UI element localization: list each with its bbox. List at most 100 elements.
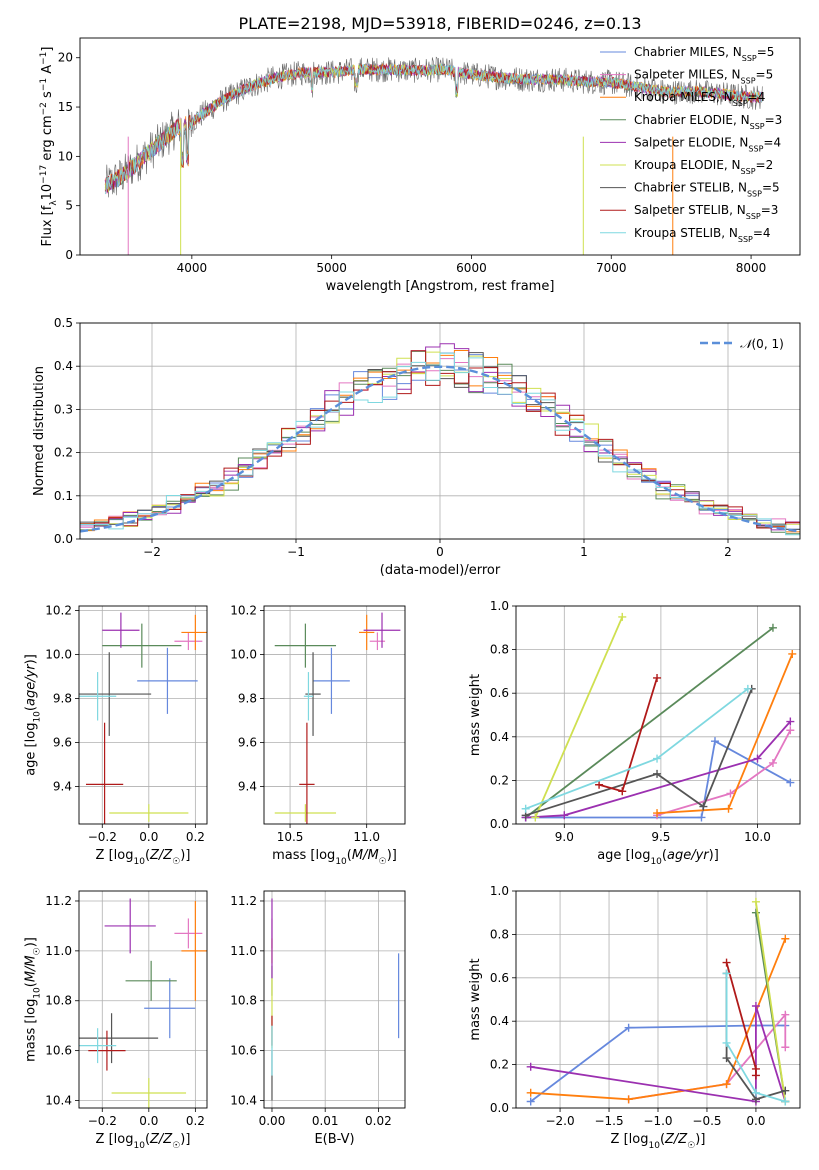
x-tick-label: −1.5	[594, 1114, 623, 1128]
x-tick-label: 6000	[456, 261, 487, 275]
x-axis-label-part: ☉	[687, 1141, 695, 1151]
legend-entry-sub: SSP	[748, 144, 763, 153]
x-tick-label: 1	[580, 545, 588, 559]
legend-entry-name: Salpeter STELIB, N	[634, 203, 746, 217]
y-tick-label: 10.0	[45, 647, 72, 661]
weight-marker	[560, 811, 569, 820]
errorbar-salpeter-stelib	[88, 1030, 126, 1071]
errorbar-salpeter-miles	[174, 918, 203, 949]
residuals-histogram-panel: −2 −1 0 1 2 0.0 0.1 0.2 0.3 0.4 0.5 (data-model)/er…	[32, 316, 801, 578]
legend-entry-sub: SSP	[747, 189, 762, 198]
weight-line-kroupa-elodie	[755, 901, 787, 1102]
y-tick-label: 15	[58, 100, 73, 114]
y-axis-label-part: Normed distribution	[32, 366, 47, 496]
y-tick-label: 10.6	[45, 1044, 72, 1058]
y-tick-label: 10.2	[45, 603, 72, 617]
weight-marker	[786, 726, 795, 735]
spectrum-line-salpeter-elodie	[104, 64, 763, 193]
errorbar-kroupa-miles	[359, 614, 375, 651]
x-axis-label-part: 10	[133, 1141, 145, 1151]
errorbar-chabrier-elodie	[125, 960, 177, 1001]
y-tick-label: 0.2	[54, 446, 73, 460]
y-tick-label: 0.8	[490, 927, 509, 941]
mass-vs-ebv-panel: 0.00 0.01 0.02 10.4 10.6 10.8 11.0 11.2 E(B-V)	[230, 890, 406, 1147]
errorbar-kroupa-elodie	[111, 1078, 187, 1108]
legend-entry: Kroupa STELIB, NSSP=4	[634, 226, 771, 244]
x-tick-label: 10.5	[277, 830, 304, 844]
axes-frame	[78, 605, 208, 825]
weight-marker	[526, 1097, 535, 1106]
weight-marker	[653, 809, 662, 818]
y-axis-label-part: (	[24, 706, 39, 711]
y-tick-label: 0.0	[54, 532, 73, 546]
x-axis-label-part: age [log	[597, 848, 650, 863]
weight-line-chabrier-stelib	[525, 688, 753, 817]
y-tick-label: 0.0	[490, 1101, 509, 1115]
errorbar-kroupa-stelib	[79, 672, 117, 721]
axes-frame	[515, 890, 801, 1109]
errorbar-salpeter-miles	[369, 632, 386, 651]
y-tick-label: 11.0	[230, 944, 257, 958]
weight-marker	[753, 754, 762, 763]
weight-marker	[699, 802, 708, 811]
y-tick-label: 0.0	[490, 817, 509, 831]
weight-marker	[653, 769, 662, 778]
weight-marker	[653, 673, 662, 682]
spectrum-line-kroupa-stelib	[104, 63, 763, 195]
legend-entry-count: =4	[748, 90, 766, 104]
legend-entry-name: Kroupa ELODIE, N	[634, 158, 741, 172]
weight-marker	[788, 649, 797, 658]
x-tick-label: 10.0	[744, 830, 771, 844]
y-axis-label-part: )]	[24, 654, 39, 664]
legend-entry-count: =4	[753, 226, 771, 240]
legend-entry-name: Salpeter MILES, N	[634, 68, 741, 82]
x-axis-label-part: (	[347, 848, 352, 863]
weight-marker	[768, 758, 777, 767]
plot-area	[79, 612, 207, 824]
figure-title: PLATE=2198, MJD=53918, FIBERID=0246, z=0…	[238, 14, 641, 33]
legend-entry-n: 𝒩	[740, 337, 755, 351]
age-vs-metallicity-panel: −0.2 0.0 0.29.49.69.810.010.2Z [log10(Z/Z☉…	[24, 603, 208, 867]
x-tick-label: −1	[287, 545, 305, 559]
x-tick-label: −2	[143, 545, 161, 559]
errorbar-kroupa-stelib	[303, 672, 314, 721]
x-tick-label: 0.00	[259, 1114, 286, 1128]
spectrum-line-salpeter-miles	[104, 63, 763, 194]
x-tick-label: 0.02	[365, 1114, 392, 1128]
axes-frame	[263, 605, 406, 825]
y-axis-label: mass [log10(M/M☉)]	[24, 937, 43, 1062]
x-tick-label: 4000	[177, 261, 208, 275]
grid-lines	[264, 606, 405, 824]
legend-entry: Kroupa ELODIE, NSSP=2	[634, 158, 773, 176]
x-tick-label: 0.0	[139, 1114, 158, 1128]
legend-entry-name: Kroupa MILES, N	[634, 90, 733, 104]
y-tick-label: 9.4	[53, 780, 72, 794]
y-tick-label: 0.6	[490, 971, 509, 985]
errorbar-salpeter-stelib	[299, 722, 315, 824]
weight-marker	[722, 1080, 731, 1089]
y-tick-label: 0.8	[490, 643, 509, 657]
y-axis-label-part: s	[40, 91, 55, 102]
errorbar-kroupa-miles	[181, 614, 207, 651]
weight-marker	[781, 1097, 790, 1106]
weight-marker	[724, 804, 733, 813]
weight-marker	[526, 1062, 535, 1071]
x-axis-label-part: (	[145, 1132, 150, 1147]
x-tick-label: 0.0	[139, 830, 158, 844]
x-axis-label-part: )]	[695, 1132, 705, 1147]
plot-area	[274, 612, 401, 824]
y-tick-label: 10.4	[45, 1094, 72, 1108]
y-tick-label: 9.8	[238, 691, 257, 705]
weight-line-kroupa-elodie	[534, 616, 624, 818]
weight-marker	[521, 804, 530, 813]
x-axis-label-part: (data-model)/error	[380, 563, 501, 578]
weight-marker	[726, 789, 735, 798]
x-tick-label: 0.2	[186, 830, 205, 844]
errorbar-chabrier-stelib	[79, 652, 152, 736]
x-axis-label-part: ☉	[379, 857, 387, 867]
y-tick-label: 10.0	[230, 647, 257, 661]
weight-line-chabrier-miles	[525, 739, 791, 819]
y-tick-label: 0.1	[54, 489, 73, 503]
legend-entry-count: =5	[762, 181, 780, 195]
y-axis-label: mass weight	[468, 958, 483, 1040]
